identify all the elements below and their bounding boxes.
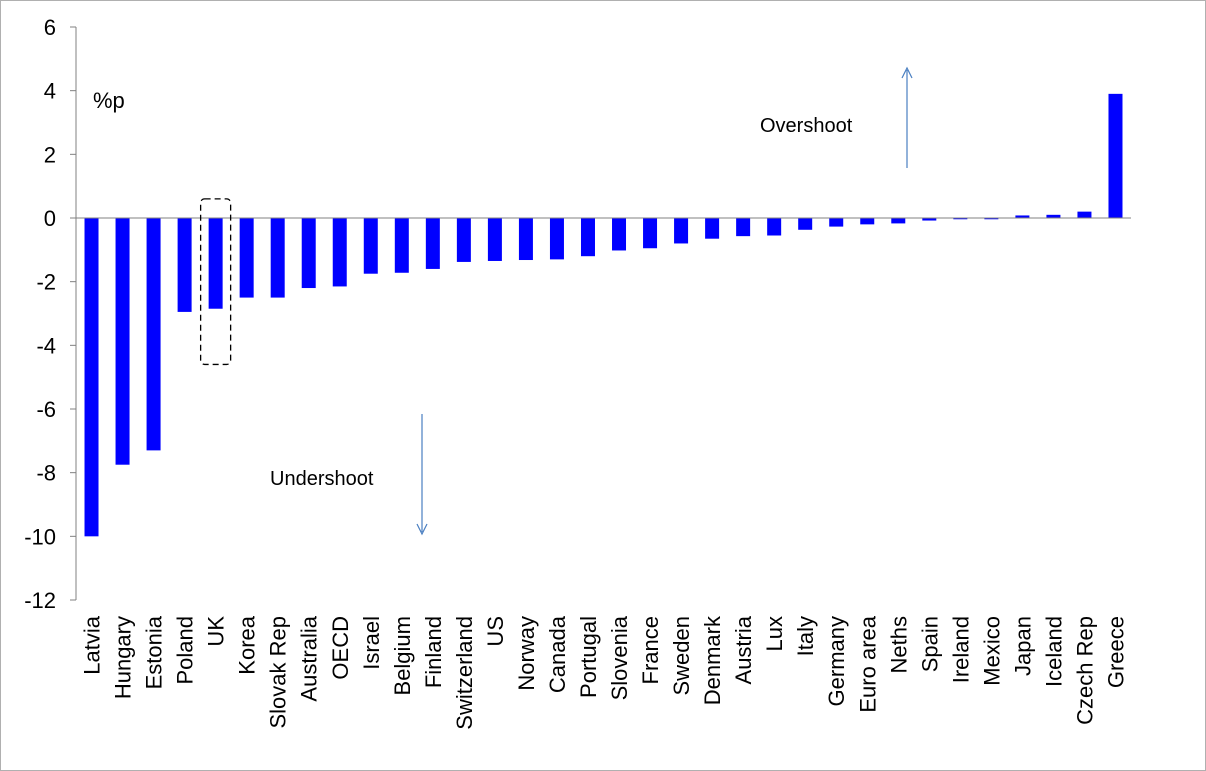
bar-portugal: [580, 218, 595, 257]
y-tick-label: 6: [44, 15, 56, 40]
bar-denmark: [705, 218, 720, 239]
x-tick-label: Australia: [297, 615, 322, 701]
x-tick-label: Euro area: [855, 615, 880, 712]
x-tick-label: Latvia: [80, 615, 105, 674]
bar-germany: [829, 218, 844, 227]
x-tick-label: Greece: [1103, 616, 1128, 688]
x-tick-label: France: [638, 616, 663, 684]
x-tick-label: Poland: [173, 616, 198, 685]
y-axis: 6 4 2 0 -2 -4 -6 -8 -10 -12: [24, 15, 77, 613]
bar-france: [643, 218, 658, 249]
bar-czech-rep: [1077, 211, 1092, 218]
bar-switzerland: [456, 218, 471, 262]
x-tick-label: Spain: [917, 616, 942, 672]
undershoot-arrowhead-icon: [416, 523, 428, 536]
x-tick-label: Mexico: [979, 616, 1004, 686]
x-tick-label: Germany: [824, 616, 849, 706]
bar-israel: [363, 218, 378, 274]
y-tick-label: -12: [24, 588, 56, 613]
x-tick-label: Austria: [731, 615, 756, 684]
bar-greece: [1108, 93, 1123, 218]
y-tick-label: -6: [36, 397, 56, 422]
bar-italy: [798, 218, 813, 230]
bar-mexico: [984, 218, 999, 220]
x-tick-label: Norway: [514, 616, 539, 691]
overshoot-label: Overshoot: [760, 115, 853, 137]
undershoot-annotation: Undershoot: [270, 414, 428, 536]
bar-korea: [239, 218, 254, 298]
x-tick-label: Italy: [793, 616, 818, 656]
x-tick-label: Israel: [359, 616, 384, 670]
x-tick-label: Hungary: [111, 616, 136, 699]
x-tick-label: Sweden: [669, 616, 694, 696]
bar-oecd: [332, 218, 347, 287]
x-tick-label: Estonia: [142, 615, 167, 689]
bar-lux: [767, 218, 782, 236]
bar-iceland: [1046, 214, 1061, 218]
y-tick-label: -4: [36, 333, 56, 358]
x-tick-label: Canada: [545, 615, 570, 693]
y-tick-label: 4: [44, 79, 56, 104]
bar-spain: [922, 218, 937, 221]
y-tick-label: 2: [44, 142, 56, 167]
bar-neths: [891, 218, 906, 224]
bar-slovak-rep: [270, 218, 285, 298]
bar-ireland: [953, 218, 968, 220]
bar-sweden: [674, 218, 689, 244]
y-tick-label: -2: [36, 270, 56, 295]
x-tick-label: OECD: [328, 616, 353, 680]
bar-norway: [518, 218, 533, 261]
bar-uk: [208, 218, 223, 309]
bar-us: [487, 218, 502, 261]
x-tick-label: UK: [204, 616, 229, 647]
bars-group: [84, 93, 1123, 537]
bar-australia: [301, 218, 316, 289]
bar-canada: [549, 218, 564, 260]
x-tick-label: Japan: [1010, 616, 1035, 676]
x-tick-label: Ireland: [948, 616, 973, 683]
y-tick-label: 0: [44, 206, 56, 231]
x-tick-label: Belgium: [390, 616, 415, 695]
y-tick-label: -10: [24, 524, 56, 549]
x-tick-label: Lux: [762, 616, 787, 651]
x-tick-label: Korea: [235, 615, 260, 674]
bar-austria: [736, 218, 751, 237]
undershoot-label: Undershoot: [270, 468, 374, 490]
x-tick-label: Slovenia: [607, 615, 632, 700]
bar-finland: [425, 218, 440, 269]
unit-label: %p: [93, 88, 125, 113]
x-tick-label: Denmark: [700, 615, 725, 705]
x-tick-label: Finland: [421, 616, 446, 688]
y-tick-label: -8: [36, 461, 56, 486]
x-tick-labels: Latvia Hungary Estonia Poland UK Korea Slovak …: [80, 615, 1129, 730]
overshoot-arrowhead-icon: [901, 66, 913, 79]
x-tick-label: US: [483, 616, 508, 647]
x-tick-label: Switzerland: [452, 616, 477, 730]
x-tick-label: Portugal: [576, 616, 601, 698]
bar-latvia: [84, 218, 99, 537]
uk-highlight-box: [199, 198, 232, 366]
x-tick-label: Czech Rep: [1072, 616, 1097, 725]
x-tick-label: Iceland: [1041, 616, 1066, 687]
bar-poland: [177, 218, 192, 312]
bar-hungary: [115, 218, 130, 465]
bar-euro-area: [860, 218, 875, 225]
bar-slovenia: [612, 218, 627, 251]
overshoot-annotation: Overshoot: [760, 66, 913, 168]
x-tick-label: Slovak Rep: [266, 616, 291, 729]
bar-estonia: [146, 218, 161, 451]
x-tick-label: Neths: [886, 616, 911, 673]
bar-japan: [1015, 215, 1030, 218]
bar-belgium: [394, 218, 409, 273]
